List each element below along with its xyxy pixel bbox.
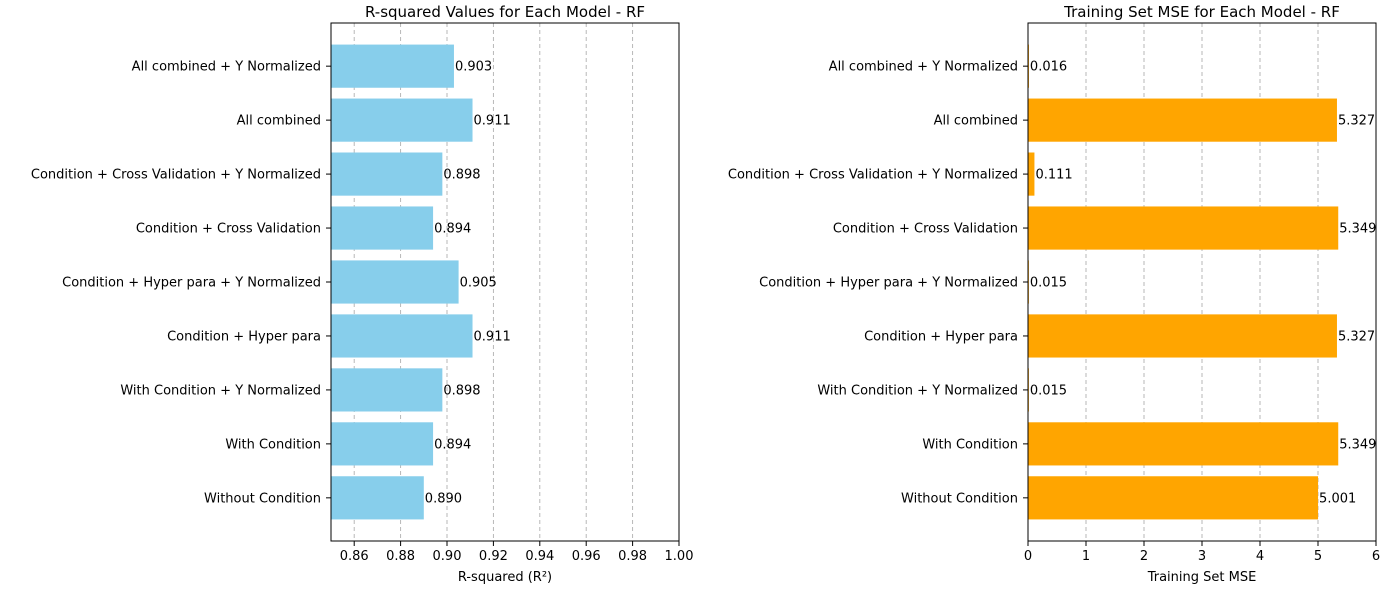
x-tick-label: 3 bbox=[1198, 549, 1206, 564]
bar-value-label: 0.905 bbox=[460, 276, 497, 291]
x-tick-label: 0.98 bbox=[618, 549, 647, 564]
bar-value-label: 0.911 bbox=[474, 114, 511, 129]
chart-title: Training Set MSE for Each Model - RF bbox=[1063, 3, 1340, 21]
category-label: With Condition + Y Normalized bbox=[120, 383, 321, 398]
bar-value-label: 5.327 bbox=[1338, 329, 1375, 344]
category-label: Condition + Hyper para bbox=[167, 329, 321, 344]
bar-value-label: 5.001 bbox=[1319, 491, 1356, 506]
bar-value-label: 0.903 bbox=[455, 60, 492, 75]
x-tick-label: 0.94 bbox=[525, 549, 554, 564]
r-squared-panel: 0.890 Without Condition 0.894 With Conditio… bbox=[31, 3, 694, 585]
bar bbox=[1028, 206, 1339, 250]
bar-value-label: 0.890 bbox=[425, 491, 462, 506]
bar-value-label: 0.911 bbox=[474, 329, 511, 344]
bar-value-label: 5.349 bbox=[1339, 437, 1376, 452]
x-axis-label: Training Set MSE bbox=[1147, 570, 1257, 585]
category-label: Condition + Hyper para bbox=[864, 329, 1018, 344]
bar-value-label: 0.894 bbox=[434, 437, 471, 452]
x-tick-label: 2 bbox=[1140, 549, 1148, 564]
x-tick-label: 5 bbox=[1314, 549, 1322, 564]
category-label: Condition + Cross Validation bbox=[136, 222, 321, 237]
x-tick-label: 0.92 bbox=[479, 549, 508, 564]
category-label: Condition + Cross Validation + Y Normali… bbox=[31, 168, 321, 183]
bar bbox=[331, 422, 434, 466]
bar bbox=[331, 152, 443, 196]
x-tick-label: 4 bbox=[1256, 549, 1264, 564]
category-label: With Condition bbox=[922, 437, 1018, 452]
category-label: All combined + Y Normalized bbox=[132, 60, 321, 75]
category-label: All combined bbox=[934, 114, 1018, 129]
x-tick-label: 0.96 bbox=[572, 549, 601, 564]
bar bbox=[1028, 314, 1337, 358]
x-tick-label: 0.90 bbox=[433, 549, 462, 564]
mse-panel: 5.001 Without Condition 5.349 With Conditio… bbox=[728, 3, 1380, 585]
bar bbox=[331, 206, 434, 250]
category-label: All combined + Y Normalized bbox=[829, 60, 1018, 75]
bar bbox=[1028, 476, 1319, 520]
category-label: All combined bbox=[237, 114, 321, 129]
chart-title: R-squared Values for Each Model - RF bbox=[365, 3, 645, 21]
bar-value-label: 0.015 bbox=[1030, 383, 1067, 398]
x-tick-label: 0.86 bbox=[340, 549, 369, 564]
bar bbox=[331, 476, 424, 520]
bar bbox=[1028, 422, 1339, 466]
x-tick-label: 1 bbox=[1082, 549, 1090, 564]
bar bbox=[1028, 98, 1337, 142]
bar bbox=[331, 260, 459, 304]
category-label: Condition + Cross Validation + Y Normali… bbox=[728, 168, 1018, 183]
bar-value-label: 0.894 bbox=[434, 222, 471, 237]
bar-value-label: 0.016 bbox=[1030, 60, 1067, 75]
bar-value-label: 0.898 bbox=[443, 383, 480, 398]
x-tick-label: 0.88 bbox=[386, 549, 415, 564]
bar bbox=[331, 44, 454, 88]
bar bbox=[331, 314, 473, 358]
bar-value-label: 0.111 bbox=[1035, 168, 1072, 183]
bar bbox=[331, 368, 443, 412]
x-tick-label: 1.00 bbox=[665, 549, 694, 564]
axes-frame bbox=[330, 22, 680, 542]
category-label: Condition + Hyper para + Y Normalized bbox=[62, 276, 321, 291]
category-label: Condition + Hyper para + Y Normalized bbox=[759, 276, 1018, 291]
category-label: Without Condition bbox=[204, 491, 321, 506]
x-tick-label: 6 bbox=[1372, 549, 1380, 564]
category-label: Without Condition bbox=[901, 491, 1018, 506]
bar-value-label: 5.349 bbox=[1339, 222, 1376, 237]
category-label: With Condition bbox=[225, 437, 321, 452]
bar bbox=[331, 98, 473, 142]
category-label: Condition + Cross Validation bbox=[833, 222, 1018, 237]
bar-value-label: 5.327 bbox=[1338, 114, 1375, 129]
x-tick-label: 0 bbox=[1024, 549, 1032, 564]
bar bbox=[1028, 152, 1035, 196]
bar-value-label: 0.898 bbox=[443, 168, 480, 183]
x-axis-label: R-squared (R²) bbox=[458, 570, 552, 585]
bar-value-label: 0.015 bbox=[1030, 276, 1067, 291]
category-label: With Condition + Y Normalized bbox=[817, 383, 1018, 398]
